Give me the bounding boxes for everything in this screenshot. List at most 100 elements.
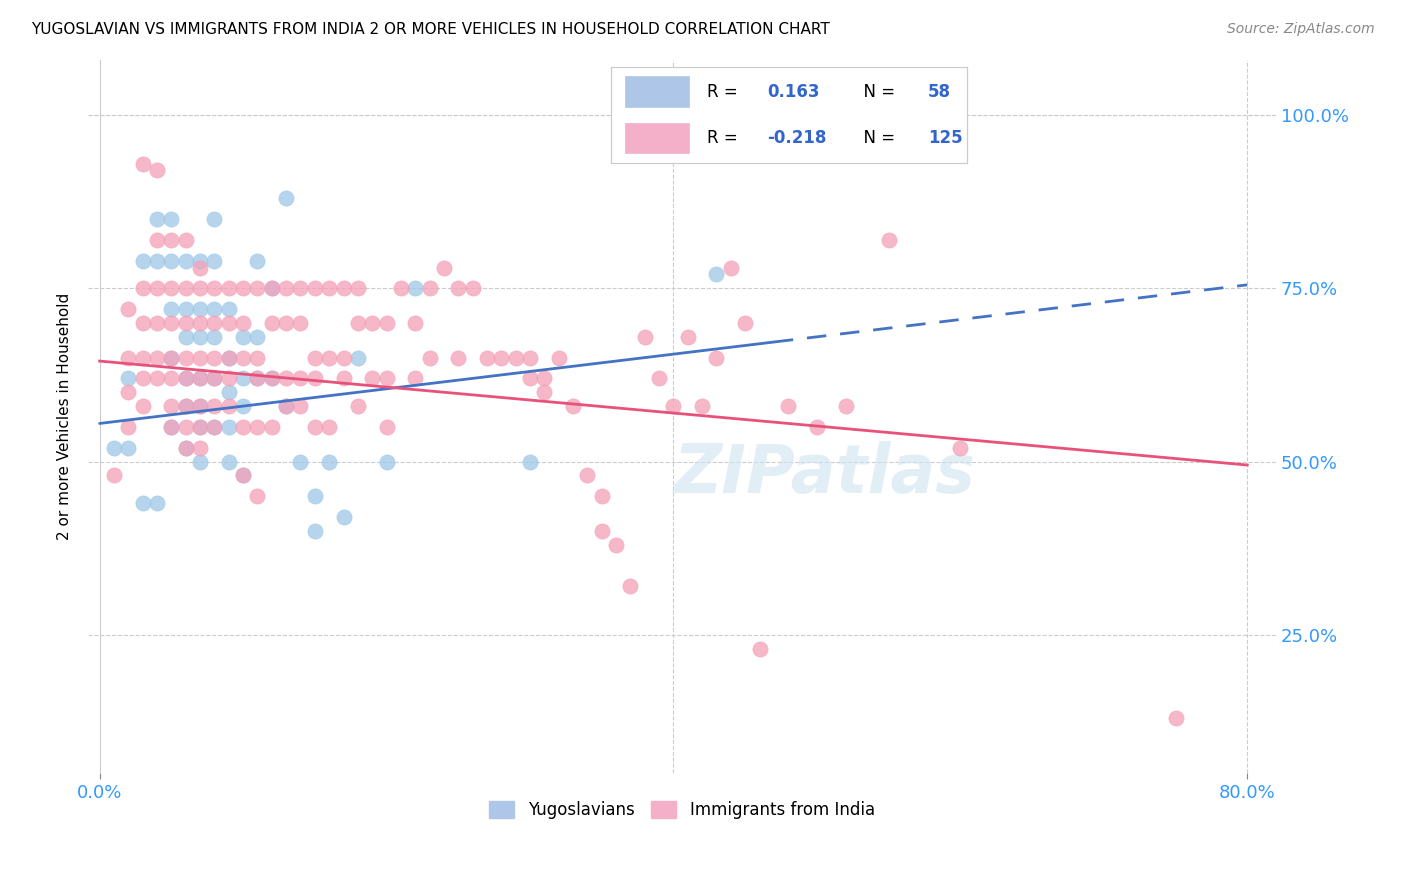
Point (188, 371, 211, 385)
Point (519, 351, 541, 365)
Text: ZIPatlas: ZIPatlas (673, 441, 976, 507)
Point (491, 351, 513, 365)
Point (218, 351, 240, 365)
Point (232, 468, 254, 483)
Point (533, 385, 555, 400)
Point (375, 454, 398, 468)
Point (103, 468, 125, 483)
Point (131, 156, 153, 170)
Text: Source: ZipAtlas.com: Source: ZipAtlas.com (1227, 22, 1375, 37)
Point (361, 316, 384, 330)
Point (160, 399, 183, 413)
Point (375, 316, 398, 330)
Point (260, 281, 283, 295)
Point (662, 399, 685, 413)
Point (188, 420, 211, 434)
Point (117, 385, 139, 400)
Point (117, 441, 139, 455)
Point (274, 399, 297, 413)
Point (332, 281, 354, 295)
Point (188, 330, 211, 344)
Point (232, 371, 254, 385)
Point (160, 371, 183, 385)
Point (202, 253, 225, 268)
Point (218, 351, 240, 365)
Point (188, 253, 211, 268)
Point (361, 371, 384, 385)
Point (232, 316, 254, 330)
Point (834, 399, 856, 413)
Point (174, 233, 197, 247)
Point (690, 399, 713, 413)
Point (146, 281, 169, 295)
Point (202, 212, 225, 227)
Point (591, 524, 613, 538)
Point (533, 371, 555, 385)
Point (146, 163, 169, 178)
Point (274, 371, 297, 385)
Point (188, 371, 211, 385)
Point (634, 330, 657, 344)
Point (174, 399, 197, 413)
Point (202, 399, 225, 413)
Point (591, 489, 613, 503)
Point (274, 399, 297, 413)
Point (160, 281, 183, 295)
Point (547, 351, 569, 365)
Point (318, 351, 340, 365)
Point (260, 281, 283, 295)
Point (734, 316, 756, 330)
Point (160, 233, 183, 247)
Point (304, 489, 326, 503)
Point (433, 260, 456, 275)
Point (218, 399, 240, 413)
Point (274, 191, 297, 205)
Point (404, 281, 426, 295)
Point (232, 351, 254, 365)
Point (232, 468, 254, 483)
Point (160, 253, 183, 268)
Point (748, 641, 770, 656)
Point (160, 351, 183, 365)
Point (605, 538, 627, 552)
Point (218, 454, 240, 468)
Point (202, 330, 225, 344)
Point (676, 330, 699, 344)
Point (174, 281, 197, 295)
Point (160, 351, 183, 365)
Point (117, 420, 139, 434)
Point (419, 351, 441, 365)
Point (188, 351, 211, 365)
Point (619, 579, 641, 593)
Point (232, 330, 254, 344)
Point (290, 281, 312, 295)
Point (188, 399, 211, 413)
Point (877, 233, 900, 247)
Point (447, 351, 470, 365)
Point (246, 330, 269, 344)
Point (246, 371, 269, 385)
Point (160, 420, 183, 434)
Y-axis label: 2 or more Vehicles in Household: 2 or more Vehicles in Household (58, 293, 72, 541)
Point (202, 302, 225, 317)
Point (160, 316, 183, 330)
Point (117, 351, 139, 365)
Point (461, 281, 484, 295)
Point (304, 524, 326, 538)
Point (146, 233, 169, 247)
Point (174, 330, 197, 344)
Point (218, 385, 240, 400)
Point (188, 454, 211, 468)
Point (174, 441, 197, 455)
Point (304, 281, 326, 295)
Point (419, 281, 441, 295)
Point (347, 281, 370, 295)
Point (274, 316, 297, 330)
Point (232, 281, 254, 295)
Point (117, 302, 139, 317)
Point (202, 351, 225, 365)
Point (318, 454, 340, 468)
Point (274, 281, 297, 295)
Text: YUGOSLAVIAN VS IMMIGRANTS FROM INDIA 2 OR MORE VEHICLES IN HOUSEHOLD CORRELATION: YUGOSLAVIAN VS IMMIGRANTS FROM INDIA 2 O… (31, 22, 830, 37)
Point (519, 454, 541, 468)
